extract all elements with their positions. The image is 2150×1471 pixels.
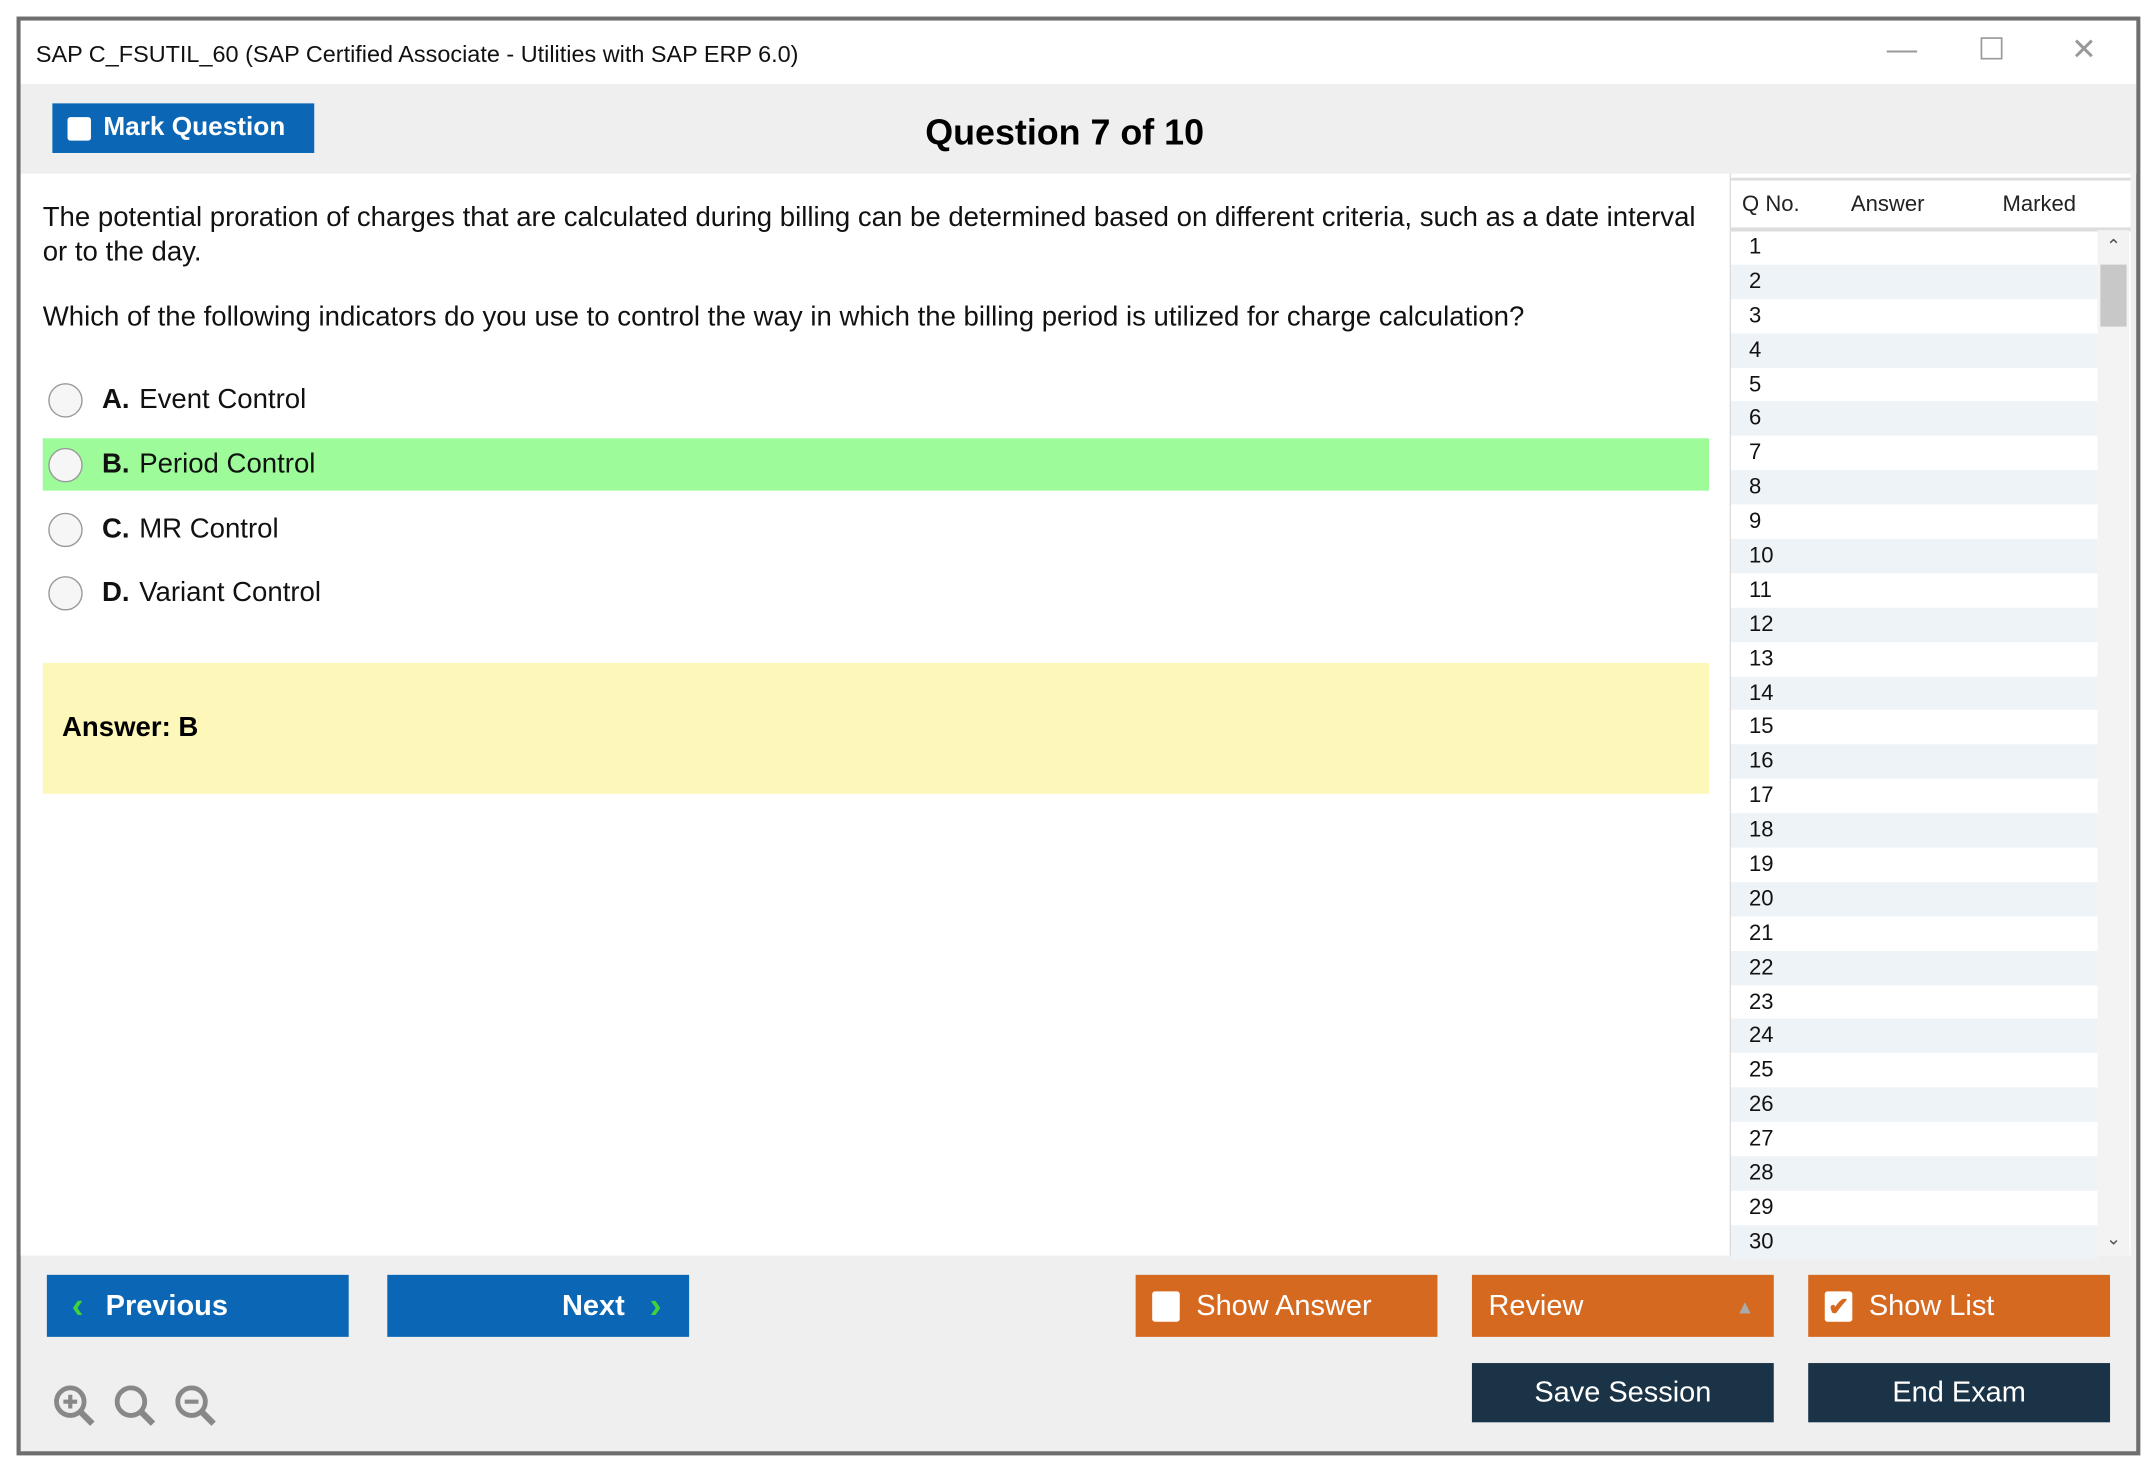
answer-box: Answer: B xyxy=(42,662,1709,794)
header: Mark Question Question 7 of 10 xyxy=(20,84,2137,174)
list-row[interactable]: 19 xyxy=(1748,853,1774,877)
zoom-in-icon[interactable] xyxy=(51,1382,98,1429)
list-row[interactable]: 20 xyxy=(1731,881,2098,917)
chevron-right-icon: › xyxy=(649,1284,662,1326)
show-list-label: Show List xyxy=(1868,1289,1995,1322)
list-row[interactable]: 18 xyxy=(1731,813,2098,848)
list-row[interactable]: 28 xyxy=(1731,1156,2098,1191)
list-row[interactable]: 23 xyxy=(1748,990,1774,1014)
save-session-button[interactable]: Save Session xyxy=(1471,1363,1774,1423)
zoom-reset-icon[interactable] xyxy=(112,1382,159,1429)
list-row[interactable]: 6 xyxy=(1731,401,2098,436)
next-button[interactable]: Next › xyxy=(387,1274,690,1337)
review-label: Review xyxy=(1488,1289,1584,1322)
list-row[interactable]: 7 xyxy=(1748,441,1762,465)
close-icon[interactable]: ✕ xyxy=(2071,31,2097,67)
list-row[interactable]: 1 xyxy=(1748,235,1762,260)
list-row[interactable]: 14 xyxy=(1731,676,2098,711)
header-marked[interactable]: Marked xyxy=(2002,192,2077,217)
zoom-out-icon[interactable] xyxy=(172,1382,219,1429)
scrollbar[interactable]: ⌃ ⌄ xyxy=(2097,230,2130,1256)
show-answer-label: Show Answer xyxy=(1196,1289,1372,1322)
list-row[interactable]: 8 xyxy=(1731,470,2098,505)
list-row[interactable]: 25 xyxy=(1748,1058,1774,1083)
next-label: Next xyxy=(562,1289,625,1322)
scroll-down-icon[interactable]: ⌄ xyxy=(2105,1227,2122,1249)
radio-icon[interactable] xyxy=(48,512,83,547)
app-window: SAP C_FSUTIL_60 (SAP Certified Associate… xyxy=(16,16,2141,1456)
option-c[interactable]: C. MR Control xyxy=(43,503,1709,555)
scrollbar-thumb[interactable] xyxy=(2100,264,2127,327)
mark-question-button[interactable]: Mark Question xyxy=(52,103,315,153)
list-row[interactable]: 24 xyxy=(1731,1019,2098,1054)
option-letter: A. xyxy=(101,383,130,415)
option-text: Event Control xyxy=(139,383,307,415)
checkbox-icon[interactable] xyxy=(1152,1290,1180,1322)
list-row[interactable]: 22 xyxy=(1731,950,2098,985)
header-qno[interactable]: Q No. xyxy=(1742,192,1800,217)
list-row[interactable]: 30 xyxy=(1731,1224,2098,1260)
maximize-icon[interactable]: ☐ xyxy=(1977,31,2006,67)
end-exam-button[interactable]: End Exam xyxy=(1808,1363,2111,1423)
list-row[interactable]: 4 xyxy=(1731,333,2098,368)
previous-label: Previous xyxy=(105,1289,228,1322)
option-letter: C. xyxy=(101,513,130,544)
triangle-up-icon: ▲ xyxy=(1735,1294,1755,1317)
list-row[interactable]: 11 xyxy=(1748,578,1772,603)
option-d[interactable]: D. Variant Control xyxy=(43,566,1709,618)
mark-question-label: Mark Question xyxy=(103,113,286,142)
option-b[interactable]: B. Period Control xyxy=(42,438,1709,491)
option-letter: B. xyxy=(101,448,130,479)
option-a[interactable]: A. Event Control xyxy=(43,373,1709,425)
chevron-left-icon: ‹ xyxy=(71,1284,84,1326)
show-answer-button[interactable]: Show Answer xyxy=(1135,1274,1438,1337)
scroll-up-icon[interactable]: ⌃ xyxy=(2105,235,2122,257)
radio-icon[interactable] xyxy=(48,575,83,610)
checkbox-checked-icon[interactable]: ✔ xyxy=(1824,1290,1853,1322)
list-row[interactable]: 10 xyxy=(1731,538,2098,574)
list-row[interactable]: 17 xyxy=(1748,784,1774,808)
option-letter: D. xyxy=(101,576,130,608)
question-paragraph-2: Which of the following indicators do you… xyxy=(42,301,1525,333)
list-row[interactable]: 15 xyxy=(1748,715,1774,740)
title-bar: SAP C_FSUTIL_60 (SAP Certified Associate… xyxy=(20,20,2137,85)
previous-button[interactable]: ‹ Previous xyxy=(46,1274,349,1337)
list-row[interactable]: 3 xyxy=(1748,304,1762,328)
header-answer[interactable]: Answer xyxy=(1850,192,1925,217)
list-header: Q No. Answer Marked xyxy=(1731,177,2131,232)
list-row[interactable]: 21 xyxy=(1748,921,1774,946)
option-text: MR Control xyxy=(139,513,279,544)
window-title: SAP C_FSUTIL_60 (SAP Certified Associate… xyxy=(35,41,799,68)
list-row[interactable]: 29 xyxy=(1748,1196,1774,1220)
question-title: Question 7 of 10 xyxy=(925,111,1205,153)
review-dropdown[interactable]: Review ▲ xyxy=(1471,1274,1774,1337)
list-row[interactable]: 16 xyxy=(1731,744,2098,780)
list-row[interactable]: 26 xyxy=(1731,1087,2098,1123)
radio-icon[interactable] xyxy=(48,382,83,417)
show-list-button[interactable]: ✔ Show List xyxy=(1808,1274,2111,1337)
list-row[interactable]: 9 xyxy=(1748,510,1762,534)
checkbox-icon xyxy=(67,116,91,140)
list-row[interactable]: 12 xyxy=(1731,607,2098,642)
option-text: Period Control xyxy=(139,448,316,479)
question-paragraph-1: The potential proration of charges that … xyxy=(42,202,1696,268)
radio-icon[interactable] xyxy=(48,447,83,482)
question-list-panel: Q No. Answer Marked 1 2 3 4 5 6 7 8 9 10 11 12 13 14 1… xyxy=(1729,173,2131,1260)
minimize-icon[interactable]: — xyxy=(1886,31,1918,67)
answer-text: Answer: B xyxy=(62,712,199,743)
question-list: 1 2 3 4 5 6 7 8 9 10 11 12 13 14 15 16 17 18 19 20 21 22 23 24 2… xyxy=(1731,230,2098,1260)
list-row[interactable]: 13 xyxy=(1748,647,1774,671)
list-row[interactable]: 2 xyxy=(1731,264,2098,299)
list-row[interactable]: 5 xyxy=(1748,372,1762,397)
list-row[interactable]: 27 xyxy=(1748,1127,1774,1152)
option-text: Variant Control xyxy=(139,576,322,608)
question-area: The potential proration of charges that … xyxy=(20,173,1730,1256)
